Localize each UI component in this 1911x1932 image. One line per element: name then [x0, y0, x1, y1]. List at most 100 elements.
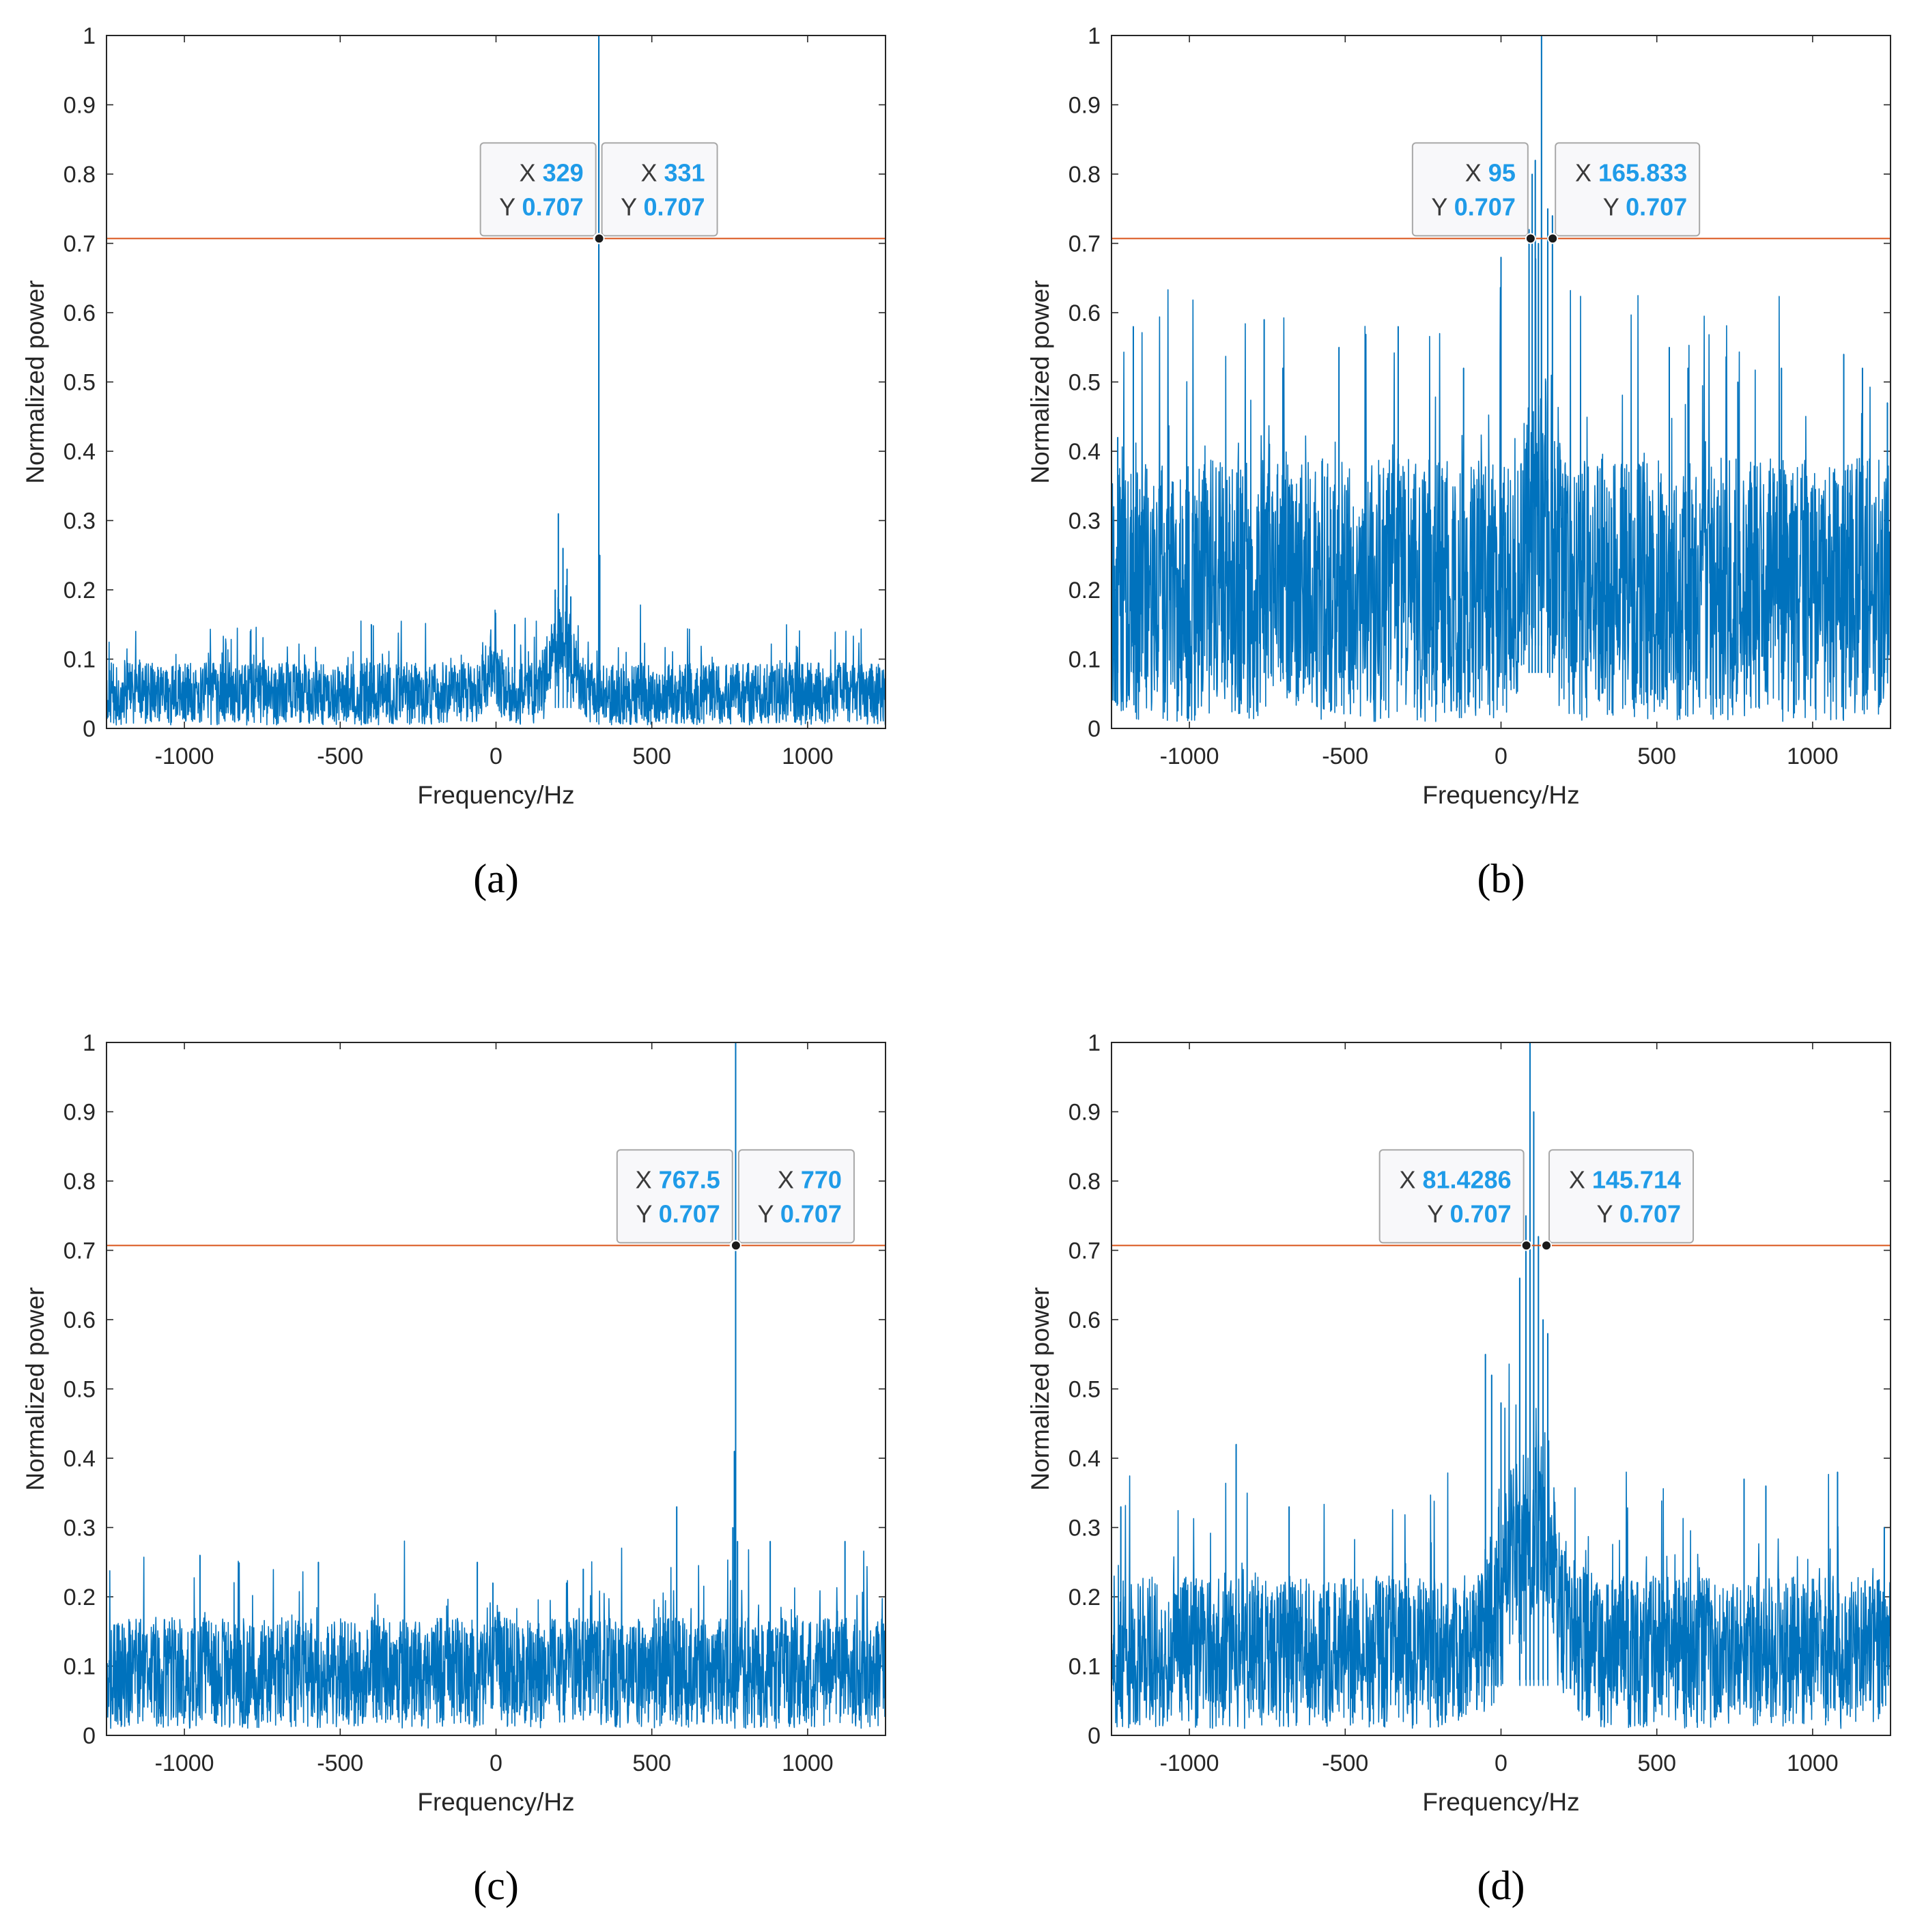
datatip-y-key: Y: [1597, 1199, 1619, 1227]
x-axis-title: Frequency/Hz: [1422, 1788, 1579, 1816]
x-tick-label: -1000: [1160, 743, 1219, 769]
datatip[interactable]: X 81.4286 Y 0.707: [1378, 1149, 1532, 1251]
y-tick-label: 0.7: [1068, 231, 1101, 257]
y-tick-label: 0.2: [1068, 1585, 1101, 1610]
y-tick-label: 0.3: [63, 509, 96, 535]
datatip[interactable]: X 95 Y 0.707: [1411, 142, 1536, 244]
y-tick-label: 0.4: [1068, 1446, 1101, 1472]
datatip-x-value: 165.833: [1598, 158, 1687, 186]
y-tick-label: 0.5: [1068, 1377, 1101, 1403]
datatip-y-value: 0.707: [780, 1199, 842, 1227]
y-tick-label: 0.1: [1068, 1654, 1101, 1680]
datatip-box: [1548, 1149, 1695, 1244]
spectrum-line: [1112, 1042, 1891, 1729]
datatip-x-value: 770: [801, 1165, 842, 1193]
y-tick-label: 0.5: [1068, 370, 1101, 396]
x-tick-label: -500: [317, 743, 363, 769]
datatip-x-value: 81.4286: [1423, 1165, 1512, 1193]
datatip-marker[interactable]: [1520, 1240, 1532, 1251]
datatip-x-value: 145.714: [1592, 1165, 1681, 1193]
x-tick-label: 500: [632, 743, 671, 769]
y-tick-label: 0.2: [1068, 578, 1101, 603]
datatip-y-value: 0.707: [1619, 1199, 1681, 1227]
spectrum-line: [107, 1042, 886, 1729]
datatip-x-value: 95: [1488, 158, 1516, 186]
spectrum-line: [107, 35, 886, 726]
x-tick-label: 500: [1637, 1750, 1676, 1776]
y-tick-label: 0.9: [63, 1100, 96, 1126]
datatip-y-value: 0.707: [1454, 193, 1516, 221]
datatip-x: X 145.714: [1569, 1165, 1681, 1193]
y-tick-label: 0.1: [63, 647, 96, 673]
datatip-box: [1378, 1149, 1525, 1244]
datatip-y-value: 0.707: [522, 193, 584, 221]
datatip[interactable]: X 331 Y 0.707: [593, 142, 718, 244]
y-tick-label: 0.1: [1068, 647, 1101, 673]
datatip-x-key: X: [636, 1165, 659, 1193]
datatip-marker[interactable]: [1547, 233, 1559, 244]
x-tick-label: 1000: [782, 1750, 834, 1776]
y-tick-label: 0.6: [63, 300, 96, 326]
datatip-y: Y 0.707: [1597, 1199, 1681, 1227]
datatip[interactable]: X 165.833 Y 0.707: [1547, 142, 1701, 244]
datatip[interactable]: X 145.714 Y 0.707: [1541, 1149, 1695, 1251]
y-tick-label: 0.9: [1068, 1100, 1101, 1126]
y-tick-label: 0: [1088, 1723, 1101, 1749]
datatip-x: X 767.5: [636, 1165, 720, 1193]
datatip-y-value: 0.707: [643, 193, 705, 221]
y-tick-label: 0.1: [63, 1654, 96, 1680]
datatip-x-key: X: [520, 158, 543, 186]
y-axis-title: Normalized power: [21, 1287, 49, 1490]
x-tick-label: 0: [490, 1750, 502, 1776]
datatip-marker[interactable]: [730, 1240, 741, 1251]
datatip-y-value: 0.707: [1626, 193, 1687, 221]
datatip-box: [616, 1149, 733, 1244]
datatip[interactable]: X 329 Y 0.707: [479, 142, 604, 244]
datatip-box: [1555, 142, 1701, 237]
datatip-y-value: 0.707: [1450, 1199, 1512, 1227]
datatip-y: Y 0.707: [1431, 193, 1515, 221]
datatip-x: X 165.833: [1575, 158, 1687, 186]
y-tick-label: 0.4: [1068, 439, 1101, 465]
y-tick-label: 0.8: [1068, 162, 1101, 188]
datatip-x: X 329: [520, 158, 584, 186]
y-tick-label: 0.3: [63, 1516, 96, 1542]
datatip-x: X 331: [640, 158, 705, 186]
panel-c: 0 0.1 0.2 0.3 0.4 0.5 0.6 0.7 0.8 0.9 1 -1000 -500 0 5…: [21, 1030, 886, 1908]
axes-box: [106, 1042, 886, 1736]
datatip[interactable]: X 770 Y 0.707: [730, 1149, 855, 1251]
y-tick-label: 0.5: [63, 1377, 96, 1403]
datatip[interactable]: X 767.5Y 0.707: [616, 1149, 741, 1251]
y-tick-label: 1: [83, 1030, 96, 1056]
panel-b: 0 0.1 0.2 0.3 0.4 0.5 0.6 0.7 0.8 0.9 1 -1000 -500 0 5…: [1026, 23, 1891, 901]
datatip-box: [601, 142, 718, 237]
datatip-x-value: 767.5: [659, 1165, 720, 1193]
y-axis-title: Normalized power: [1026, 280, 1054, 483]
datatip-y: Y 0.707: [1603, 193, 1687, 221]
panel-d: 0 0.1 0.2 0.3 0.4 0.5 0.6 0.7 0.8 0.9 1 -1000 -500 0 5…: [1026, 1030, 1891, 1908]
y-tick-label: 1: [1088, 23, 1101, 49]
datatip-marker[interactable]: [593, 233, 605, 244]
panel-caption: (b): [1477, 856, 1525, 901]
y-tick-label: 0: [83, 1723, 96, 1749]
datatip-x-key: X: [1400, 1165, 1423, 1193]
datatip-x-key: X: [1465, 158, 1488, 186]
x-tick-label: -1000: [155, 743, 214, 769]
datatip-y-key: Y: [1431, 193, 1454, 221]
y-tick-label: 0.4: [63, 439, 96, 465]
datatip-marker[interactable]: [1541, 1240, 1553, 1251]
x-tick-label: 1000: [1787, 743, 1839, 769]
datatip-x: X 95: [1465, 158, 1516, 186]
datatip-marker[interactable]: [1525, 233, 1536, 244]
panel-a: 0 0.1 0.2 0.3 0.4 0.5 0.6 0.7 0.8 0.9 1 -1000 -500 0 5…: [21, 23, 886, 901]
y-tick-label: 0.6: [1068, 1307, 1101, 1333]
panel-caption: (c): [473, 1863, 519, 1908]
x-tick-label: 0: [490, 743, 502, 769]
datatip-x-value: 331: [664, 158, 705, 186]
y-tick-label: 0.9: [63, 93, 96, 119]
y-tick-label: 0.5: [63, 370, 96, 396]
datatip-x-key: X: [1575, 158, 1598, 186]
y-tick-label: 0.8: [1068, 1169, 1101, 1195]
datatip-box: [479, 142, 597, 237]
